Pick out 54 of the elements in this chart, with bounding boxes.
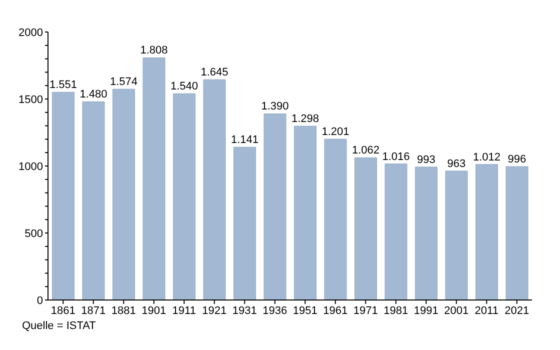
y-tick-label: 2000 bbox=[18, 26, 43, 39]
source-note: Quelle = ISTAT bbox=[22, 320, 96, 332]
x-tick-label: 2021 bbox=[504, 304, 530, 317]
bar bbox=[233, 146, 256, 300]
data-label: 993 bbox=[417, 154, 436, 166]
x-tick-label: 1871 bbox=[81, 304, 106, 317]
data-label: 1.808 bbox=[140, 44, 168, 57]
bar bbox=[82, 101, 105, 300]
y-tick-label: 0 bbox=[36, 294, 43, 307]
bar bbox=[324, 138, 347, 300]
bar bbox=[172, 93, 196, 300]
bar bbox=[142, 57, 166, 300]
x-tick-label: 2001 bbox=[444, 304, 469, 317]
data-label: 1.201 bbox=[322, 126, 350, 138]
bar bbox=[354, 157, 377, 300]
data-label: 1.645 bbox=[200, 66, 228, 79]
x-tick-label: 1951 bbox=[292, 304, 318, 317]
data-label: 1.390 bbox=[261, 100, 289, 113]
data-label: 1.540 bbox=[170, 80, 198, 93]
x-tick-label: 2011 bbox=[474, 304, 498, 317]
data-label: 1.062 bbox=[352, 144, 380, 157]
bar bbox=[506, 166, 528, 300]
bar bbox=[112, 88, 135, 300]
x-tick-label: 1981 bbox=[384, 304, 408, 317]
data-label: 1.551 bbox=[49, 79, 77, 92]
y-tick-label: 1000 bbox=[18, 160, 43, 173]
x-tick-label: 1991 bbox=[414, 304, 438, 317]
data-label: 1.480 bbox=[80, 88, 108, 101]
y-tick-label: 500 bbox=[24, 228, 43, 240]
data-label: 1.012 bbox=[472, 151, 500, 164]
bar bbox=[445, 170, 468, 300]
data-label: 1.016 bbox=[382, 150, 410, 163]
x-tick-label: 1911 bbox=[172, 304, 196, 317]
bar bbox=[475, 164, 498, 300]
data-label: 963 bbox=[447, 158, 466, 170]
x-tick-label: 1921 bbox=[202, 304, 227, 317]
data-label: 1.574 bbox=[110, 76, 138, 88]
x-tick-label: 1971 bbox=[353, 304, 378, 317]
bar bbox=[264, 113, 286, 300]
x-tick-label: 1901 bbox=[142, 304, 166, 317]
x-tick-label: 1931 bbox=[232, 304, 257, 317]
bar bbox=[52, 92, 74, 300]
data-label: 1.141 bbox=[230, 134, 258, 146]
bar bbox=[203, 79, 226, 300]
data-label: 996 bbox=[508, 154, 526, 166]
x-tick-label: 1961 bbox=[323, 304, 348, 317]
bar bbox=[414, 166, 438, 300]
x-tick-label: 1936 bbox=[262, 304, 288, 317]
bar bbox=[294, 126, 316, 300]
y-tick-label: 1500 bbox=[18, 94, 43, 106]
x-tick-label: 1861 bbox=[50, 304, 76, 317]
data-label: 1.298 bbox=[291, 113, 319, 126]
bar bbox=[384, 164, 408, 300]
x-tick-label: 1881 bbox=[111, 304, 136, 317]
